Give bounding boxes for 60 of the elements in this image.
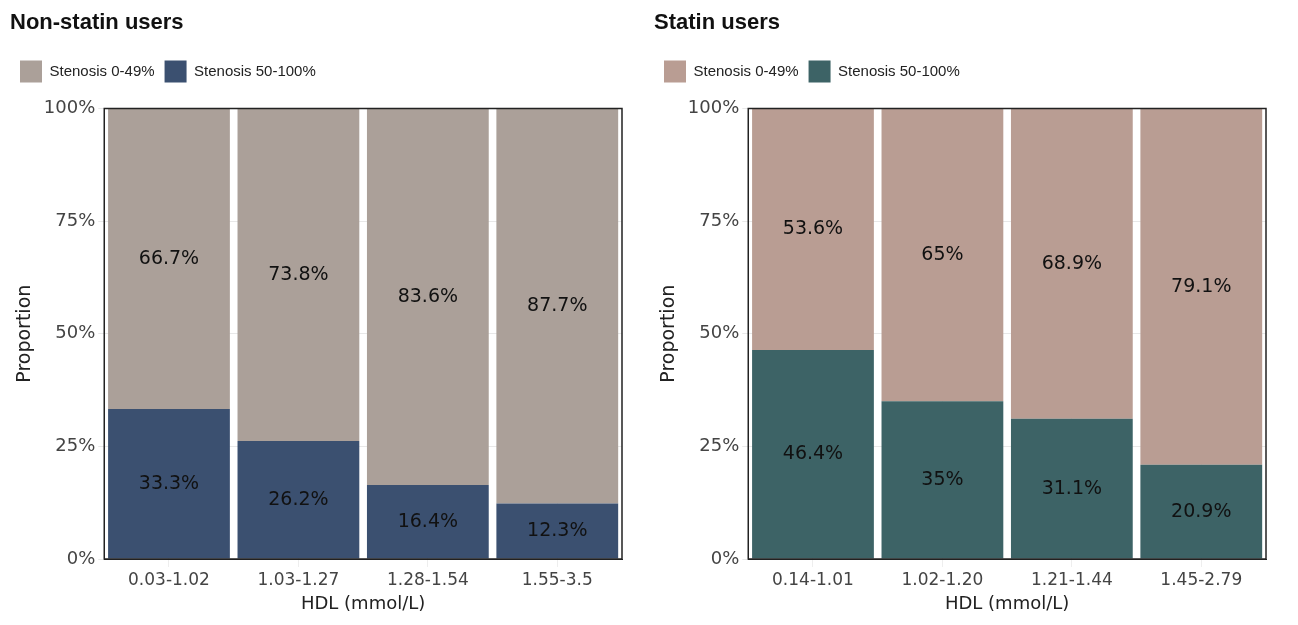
data-label: 73.8% — [268, 261, 329, 284]
x-tick-label: 1.02-1.20 — [901, 568, 984, 589]
y-axis-title: Proportion — [12, 284, 35, 383]
data-label: 83.6% — [397, 283, 459, 306]
chart-title: Non-statin users — [10, 9, 184, 35]
legend-label: Stenosis 0-49% — [693, 61, 799, 79]
y-tick-label: 0% — [66, 546, 96, 568]
bar — [881, 401, 1004, 559]
bar — [1010, 418, 1133, 559]
y-tick-label: 75% — [55, 208, 96, 230]
data-label: 66.7% — [138, 245, 200, 268]
bar — [108, 408, 230, 559]
data-label: 46.4% — [782, 441, 844, 464]
data-label: 26.2% — [268, 486, 329, 509]
bar — [752, 349, 874, 559]
x-tick-label: 0.03-1.02 — [128, 568, 210, 589]
data-label: 20.9% — [1171, 498, 1232, 521]
bar — [366, 485, 489, 559]
bar — [881, 108, 1004, 402]
bar — [237, 108, 360, 441]
legend-label: Stenosis 0-49% — [49, 61, 155, 79]
x-tick-label: 1.28-1.54 — [386, 568, 469, 589]
data-label: 79.1% — [1171, 273, 1232, 296]
bar — [237, 440, 360, 559]
x-tick-label: 1.55-3.5 — [521, 568, 593, 589]
x-tick-label: 1.45-2.79 — [1160, 568, 1243, 589]
bar — [1010, 108, 1133, 419]
data-label: 16.4% — [397, 508, 459, 531]
bar — [496, 108, 619, 504]
data-label: 31.1% — [1041, 475, 1103, 498]
data-label: 65% — [921, 241, 964, 264]
x-tick-label: 1.03-1.27 — [257, 568, 340, 589]
legend-label: Stenosis 50-100% — [194, 61, 316, 79]
data-label: 53.6% — [782, 216, 844, 239]
y-tick-label: 25% — [55, 434, 96, 456]
y-tick-label: 50% — [699, 321, 740, 343]
bar — [496, 503, 619, 559]
bar — [752, 108, 874, 350]
y-tick-label: 75% — [699, 208, 740, 230]
data-label: 35% — [921, 466, 964, 489]
y-tick-label: 100% — [687, 96, 740, 118]
chart-title: Statin users — [654, 9, 780, 35]
y-tick-label: 0% — [710, 546, 740, 568]
y-tick-label: 50% — [55, 321, 96, 343]
y-axis-title: Proportion — [656, 284, 679, 383]
y-tick-label: 100% — [43, 96, 96, 118]
x-axis-title: HDL (mmol/L) — [944, 591, 1070, 613]
bar — [366, 108, 489, 486]
bar — [108, 108, 230, 409]
x-tick-label: 0.14-1.01 — [772, 568, 854, 589]
data-label: 12.3% — [527, 517, 588, 540]
bar — [1140, 108, 1263, 465]
legend-label: Stenosis 50-100% — [838, 61, 960, 79]
data-label: 87.7% — [527, 292, 588, 315]
bar — [1140, 464, 1263, 559]
y-tick-label: 25% — [699, 434, 740, 456]
data-label: 33.3% — [138, 470, 200, 493]
data-label: 68.9% — [1041, 250, 1103, 273]
x-tick-label: 1.21-1.44 — [1030, 568, 1113, 589]
x-axis-title: HDL (mmol/L) — [300, 591, 426, 613]
